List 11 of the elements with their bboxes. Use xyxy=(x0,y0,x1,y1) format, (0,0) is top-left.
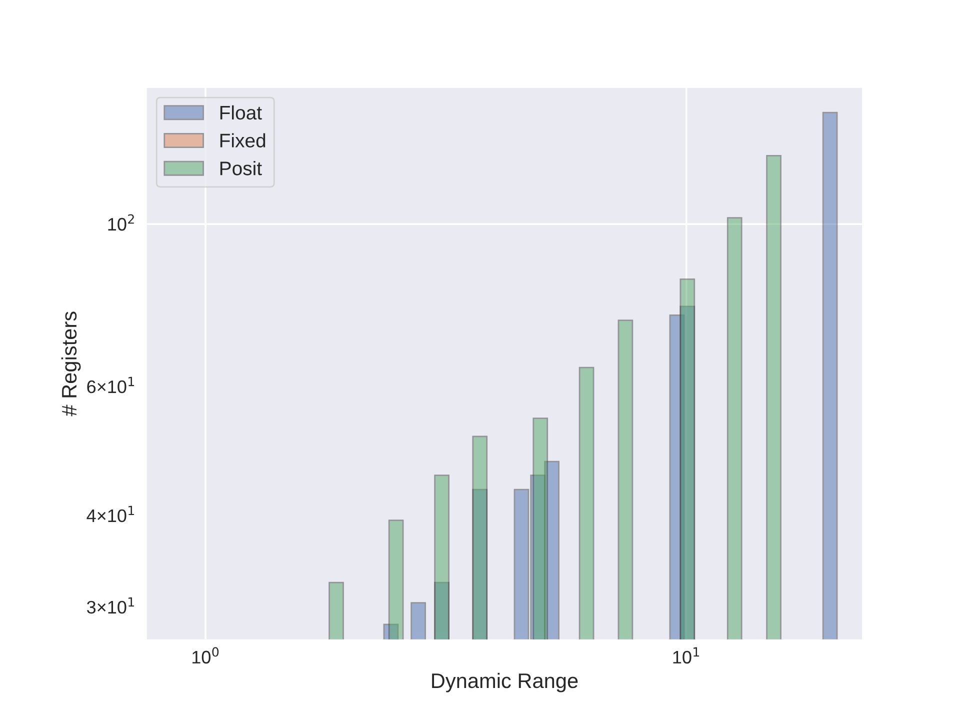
x-axis-title: Dynamic Range xyxy=(432,672,578,692)
y-tick-label: 6×10$^{1}$ xyxy=(87,376,134,394)
y-tick-label: 10$^{2}$ xyxy=(108,214,134,231)
legend-label: Fixed xyxy=(220,133,266,148)
y-axis-title: # Registers xyxy=(61,312,81,416)
y-tick-label: 3×10$^{1}$ xyxy=(86,597,134,614)
x-tick-label: 10$^{1}$ xyxy=(673,647,700,664)
legend-label: Float xyxy=(220,105,262,120)
y-tick-label: 4×10$^{1}$ xyxy=(86,506,134,522)
legend-label: Posit xyxy=(220,161,262,176)
x-tick-label: 10$^{0}$ xyxy=(192,647,219,664)
